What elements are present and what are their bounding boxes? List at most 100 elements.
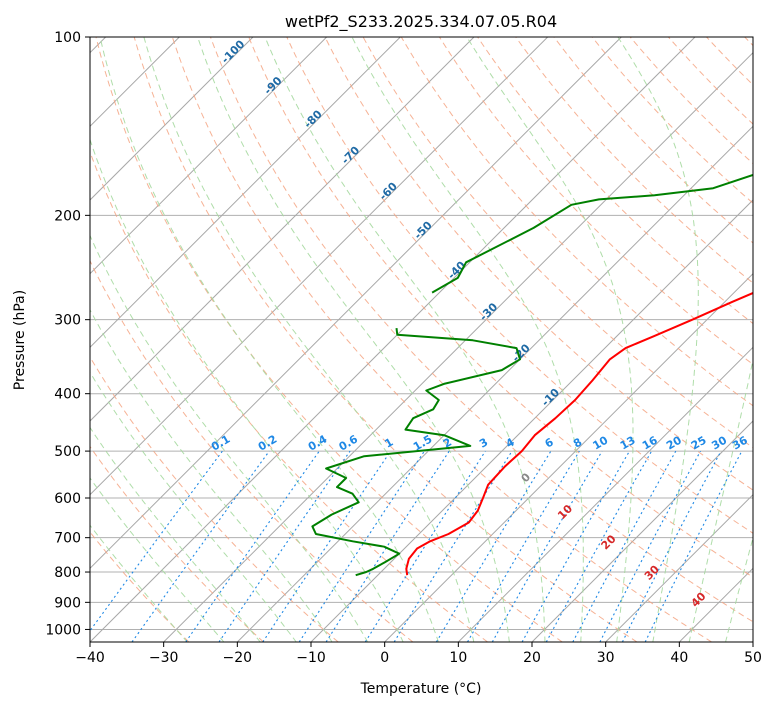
isotherm-label: -80 <box>302 107 325 130</box>
dry-adiabat-line <box>362 37 753 449</box>
dry-adiabat-line <box>90 356 339 642</box>
isotherm-line <box>90 37 401 349</box>
dry-adiabat-line <box>477 37 753 325</box>
dry-adiabat-line <box>210 37 753 623</box>
isotherm-line <box>90 37 622 570</box>
isotherm-line <box>90 37 549 496</box>
isotherm-line <box>384 272 753 642</box>
dry-adiabat-line <box>248 37 753 578</box>
moist-adiabat-line <box>90 524 188 642</box>
x-tick-label: 10 <box>449 650 467 666</box>
mixing-ratio-line <box>491 450 603 642</box>
mixing-ratio-line <box>218 450 351 642</box>
y-tick-label: 100 <box>54 30 81 46</box>
x-tick-label: 0 <box>380 650 389 666</box>
isotherm-line <box>310 199 753 642</box>
mixing-ratio-line <box>545 450 653 642</box>
mixing-ratio-line <box>90 450 223 632</box>
mixing-ratio-line <box>467 450 580 642</box>
mixing-ratio-label: 0.2 <box>256 433 279 454</box>
isotherm-line <box>90 37 254 201</box>
isotherm-line <box>90 37 475 422</box>
chart-title: wetPf2_S233.2025.334.07.05.R04 <box>285 12 557 32</box>
isotherm-line <box>752 641 753 642</box>
moist-adiabat-line <box>264 37 546 642</box>
mixing-ratio-label: 10 <box>590 433 610 452</box>
profile-line-1 <box>405 291 753 576</box>
x-tick-label: 50 <box>744 650 762 666</box>
plot-frame <box>89 36 754 643</box>
mixing-ratio-line <box>644 450 743 642</box>
moist-adiabat-line <box>351 37 584 642</box>
moist-adiabat-line <box>143 37 475 642</box>
moist-adiabat-line <box>90 138 404 642</box>
y-tick-label: 500 <box>54 444 81 460</box>
mixing-ratio-label: 0.6 <box>337 432 361 453</box>
mixing-ratio-line <box>572 450 677 642</box>
mixing-ratio-label: 20 <box>664 433 684 452</box>
profile-line-3 <box>431 173 753 294</box>
dry-adiabat-line <box>515 37 753 284</box>
isotherm-label: -10 <box>539 386 562 409</box>
mixing-ratio-line <box>262 450 392 642</box>
moist-adiabat-label: 40 <box>689 590 709 610</box>
dry-adiabat-line <box>90 259 414 642</box>
y-axis-title: Pressure (hPa) <box>12 290 28 390</box>
moist-adiabat-label: 10 <box>555 502 575 522</box>
moist-adiabat-line <box>90 234 369 642</box>
y-tick-label: 800 <box>54 565 81 581</box>
mixing-ratio-label: 13 <box>618 434 638 453</box>
moist-adiabat-line <box>617 37 699 642</box>
isotherm-label: -90 <box>261 74 284 97</box>
dry-adiabat-line <box>133 37 638 642</box>
x-tick-label: 40 <box>670 650 688 666</box>
y-tick-label: 400 <box>54 387 81 403</box>
isotherm-line <box>236 125 753 642</box>
mixing-ratio-label: 8 <box>571 436 584 451</box>
y-tick-label: 900 <box>54 595 81 611</box>
x-tick-label: −40 <box>75 650 105 666</box>
moist-adiabat-line <box>90 308 333 642</box>
mixing-ratio-line <box>393 450 513 642</box>
y-tick-label: 600 <box>54 491 81 507</box>
mixing-ratio-label: 16 <box>640 433 660 452</box>
mixing-ratio-label: 25 <box>689 434 709 453</box>
moist-adiabat-line <box>99 37 439 642</box>
isotherm-line <box>90 37 696 642</box>
isotherm-line <box>531 420 753 642</box>
moist-adiabat-line <box>90 426 261 642</box>
dry-adiabat-line <box>90 150 488 642</box>
mixing-ratio-line <box>131 450 270 642</box>
dry-adiabat-line <box>90 445 264 642</box>
isotherm-label: -60 <box>377 180 400 203</box>
mixing-ratio-label: 30 <box>709 433 729 452</box>
dry-adiabat-line <box>400 37 753 407</box>
dry-adiabat-line <box>591 37 753 204</box>
x-tick-label: 20 <box>523 650 541 666</box>
mixing-ratio-label: 3 <box>477 436 490 451</box>
profile-line-2 <box>311 327 521 577</box>
isotherm-label: -50 <box>412 218 435 241</box>
isotherm-line <box>678 567 753 642</box>
mixing-ratio-label: 6 <box>543 435 556 450</box>
mixing-ratio-label: 0.1 <box>209 433 232 454</box>
dry-adiabat-line <box>668 37 753 125</box>
isotherm-label: -100 <box>219 37 248 66</box>
dry-adiabat-line <box>171 37 712 642</box>
isotherm-line <box>605 493 753 642</box>
moist-adiabat-line <box>90 371 297 642</box>
mixing-ratio-line <box>435 450 552 642</box>
x-axis-title: Temperature (°C) <box>360 681 482 697</box>
moist-adiabat-line <box>197 37 510 642</box>
x-tick-label: −20 <box>223 650 253 666</box>
y-tick-label: 300 <box>54 313 81 329</box>
dry-adiabat-line <box>90 531 190 642</box>
mixing-ratio-line <box>521 450 630 642</box>
moist-adiabat-line <box>688 357 753 642</box>
y-tick-label: 1000 <box>45 622 81 638</box>
moist-adiabat-line <box>725 536 753 642</box>
plot-area: 0.1 0.2 0.4 0.6 1 1.5 2 3 4 6 8 10 13 16 20 25 30 36-100-… <box>90 37 753 642</box>
moist-adiabat-label: 30 <box>642 562 662 582</box>
x-tick-label: 30 <box>597 650 615 666</box>
